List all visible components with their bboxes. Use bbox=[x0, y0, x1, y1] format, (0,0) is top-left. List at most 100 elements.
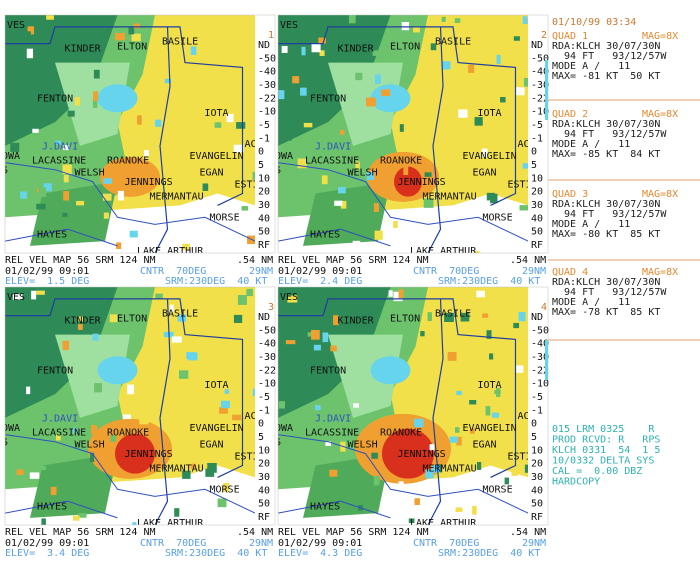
echo-speckle bbox=[217, 498, 227, 508]
echo-speckle bbox=[77, 324, 83, 330]
quad-mag: MAG=8X bbox=[642, 109, 678, 120]
town-label: BASILE bbox=[435, 309, 471, 320]
scale-label: 0 bbox=[531, 147, 537, 158]
range: .54 NM bbox=[510, 255, 546, 266]
town-label: JENNINGS bbox=[398, 449, 446, 460]
scale-label: -10 bbox=[258, 107, 276, 118]
quad-rda: RDA:KLCH 30/07/30N bbox=[552, 277, 660, 288]
echo-speckle bbox=[12, 294, 23, 300]
parish-border bbox=[154, 298, 171, 525]
echo-speckle bbox=[297, 158, 307, 169]
status-line: HARDCOPY bbox=[552, 477, 600, 488]
echo-speckle bbox=[72, 515, 80, 521]
town-label: MERMANTAU bbox=[423, 463, 477, 474]
scale-label: -50 bbox=[258, 325, 276, 336]
echo-speckle bbox=[186, 352, 197, 359]
scale-label: -22 bbox=[531, 93, 549, 104]
echo-speckle bbox=[235, 326, 241, 334]
scale-label: 50 bbox=[531, 499, 543, 510]
town-label: LAKE ARTHUR bbox=[137, 246, 204, 257]
echo-speckle bbox=[399, 124, 404, 132]
center: CNTR 70DEG bbox=[140, 266, 206, 277]
town-label: OWA bbox=[2, 423, 20, 434]
echo-speckle bbox=[511, 468, 518, 476]
town-label: J.DAVI bbox=[315, 141, 351, 152]
parish-border bbox=[427, 298, 444, 525]
info-line: REL VEL MAP 56 SRM 124 NM bbox=[5, 255, 156, 266]
echo-speckle bbox=[315, 405, 321, 411]
echo-speckle bbox=[226, 113, 234, 123]
scale-label: RF bbox=[531, 512, 543, 523]
town-label: AC bbox=[245, 411, 257, 422]
info-line: REL VEL MAP 56 SRM 124 NM bbox=[278, 255, 429, 266]
echo-speckle bbox=[447, 351, 457, 361]
echo-speckle bbox=[62, 164, 72, 175]
town-label: $ bbox=[275, 437, 281, 448]
scale-label: -40 bbox=[258, 67, 276, 78]
echo-green-south bbox=[30, 453, 118, 518]
echo-speckle bbox=[427, 312, 432, 322]
town-label: EGAN bbox=[473, 439, 497, 450]
echo-speckle bbox=[109, 314, 118, 323]
echo-speckle bbox=[32, 128, 39, 133]
echo-speckle bbox=[373, 475, 380, 486]
quad-rda: RDA:KLCH 30/07/30N bbox=[552, 119, 660, 130]
scale-label: 40 bbox=[531, 213, 543, 224]
echo-speckle bbox=[174, 416, 180, 422]
town-label: ROANOKE bbox=[380, 428, 422, 439]
town-label: EVANGELIN bbox=[190, 423, 244, 434]
echo-speckle bbox=[62, 212, 68, 217]
parish-border bbox=[154, 26, 171, 253]
town-label: LACASSINE bbox=[32, 156, 86, 167]
town-label: EGAN bbox=[200, 167, 224, 178]
echo-speckle bbox=[292, 76, 300, 84]
town-label: ELTON bbox=[117, 313, 147, 324]
scale-label: 0 bbox=[258, 147, 264, 158]
echo-green-south bbox=[30, 181, 118, 246]
echo-speckle bbox=[381, 89, 391, 97]
echo-speckle bbox=[298, 300, 309, 311]
town-label: FENTON bbox=[310, 366, 346, 377]
echo-speckle bbox=[500, 96, 506, 103]
echo-speckle bbox=[127, 384, 135, 395]
echo-speckle bbox=[496, 54, 501, 64]
town-label: KINDER bbox=[338, 316, 375, 327]
town-label: J.DAVI bbox=[42, 413, 78, 424]
river bbox=[5, 162, 255, 242]
echo-speckle bbox=[449, 436, 458, 443]
echo-speckle bbox=[228, 150, 234, 156]
town-label: IOTA bbox=[205, 380, 229, 391]
town-label: WELSH bbox=[348, 167, 378, 178]
date: 01/02/99 09:01 bbox=[5, 266, 89, 277]
echo-speckle bbox=[207, 462, 217, 473]
echo-light bbox=[328, 334, 403, 418]
town-label: VES bbox=[7, 292, 25, 303]
echo-speckle bbox=[374, 230, 383, 240]
town-label: EGAN bbox=[200, 439, 224, 450]
town-label: ROANOKE bbox=[380, 156, 422, 167]
echo-speckle bbox=[224, 389, 230, 394]
scale-label: 5 bbox=[531, 432, 537, 443]
town-label: VES bbox=[7, 20, 25, 31]
scale-label: -5 bbox=[258, 120, 270, 131]
status-line: PROD RCVD: R RPS bbox=[552, 435, 660, 446]
town-label: LAKE ARTHUR bbox=[410, 518, 477, 529]
echo-speckle bbox=[460, 312, 470, 322]
echo-speckle bbox=[333, 315, 339, 326]
quad-mode: MODE A / 11 bbox=[552, 139, 630, 150]
scale-label: ND bbox=[258, 312, 270, 323]
parish-border bbox=[5, 26, 244, 206]
parish-border bbox=[278, 298, 517, 478]
town-label: JENNINGS bbox=[125, 449, 173, 460]
quad-max: MAX= -85 KT 84 KT bbox=[552, 149, 660, 160]
quad-mode: MODE A / 11 bbox=[552, 297, 630, 308]
center-range: 29NM bbox=[522, 266, 546, 277]
echo-speckle bbox=[194, 170, 200, 176]
town-label: EGAN bbox=[473, 167, 497, 178]
town-label: LACASSINE bbox=[32, 428, 86, 439]
echo-speckle bbox=[365, 97, 376, 107]
echo-speckle bbox=[94, 383, 103, 393]
echo-speckle bbox=[155, 119, 162, 127]
panel-number: 1 bbox=[268, 30, 274, 41]
echo-speckle bbox=[93, 91, 99, 101]
